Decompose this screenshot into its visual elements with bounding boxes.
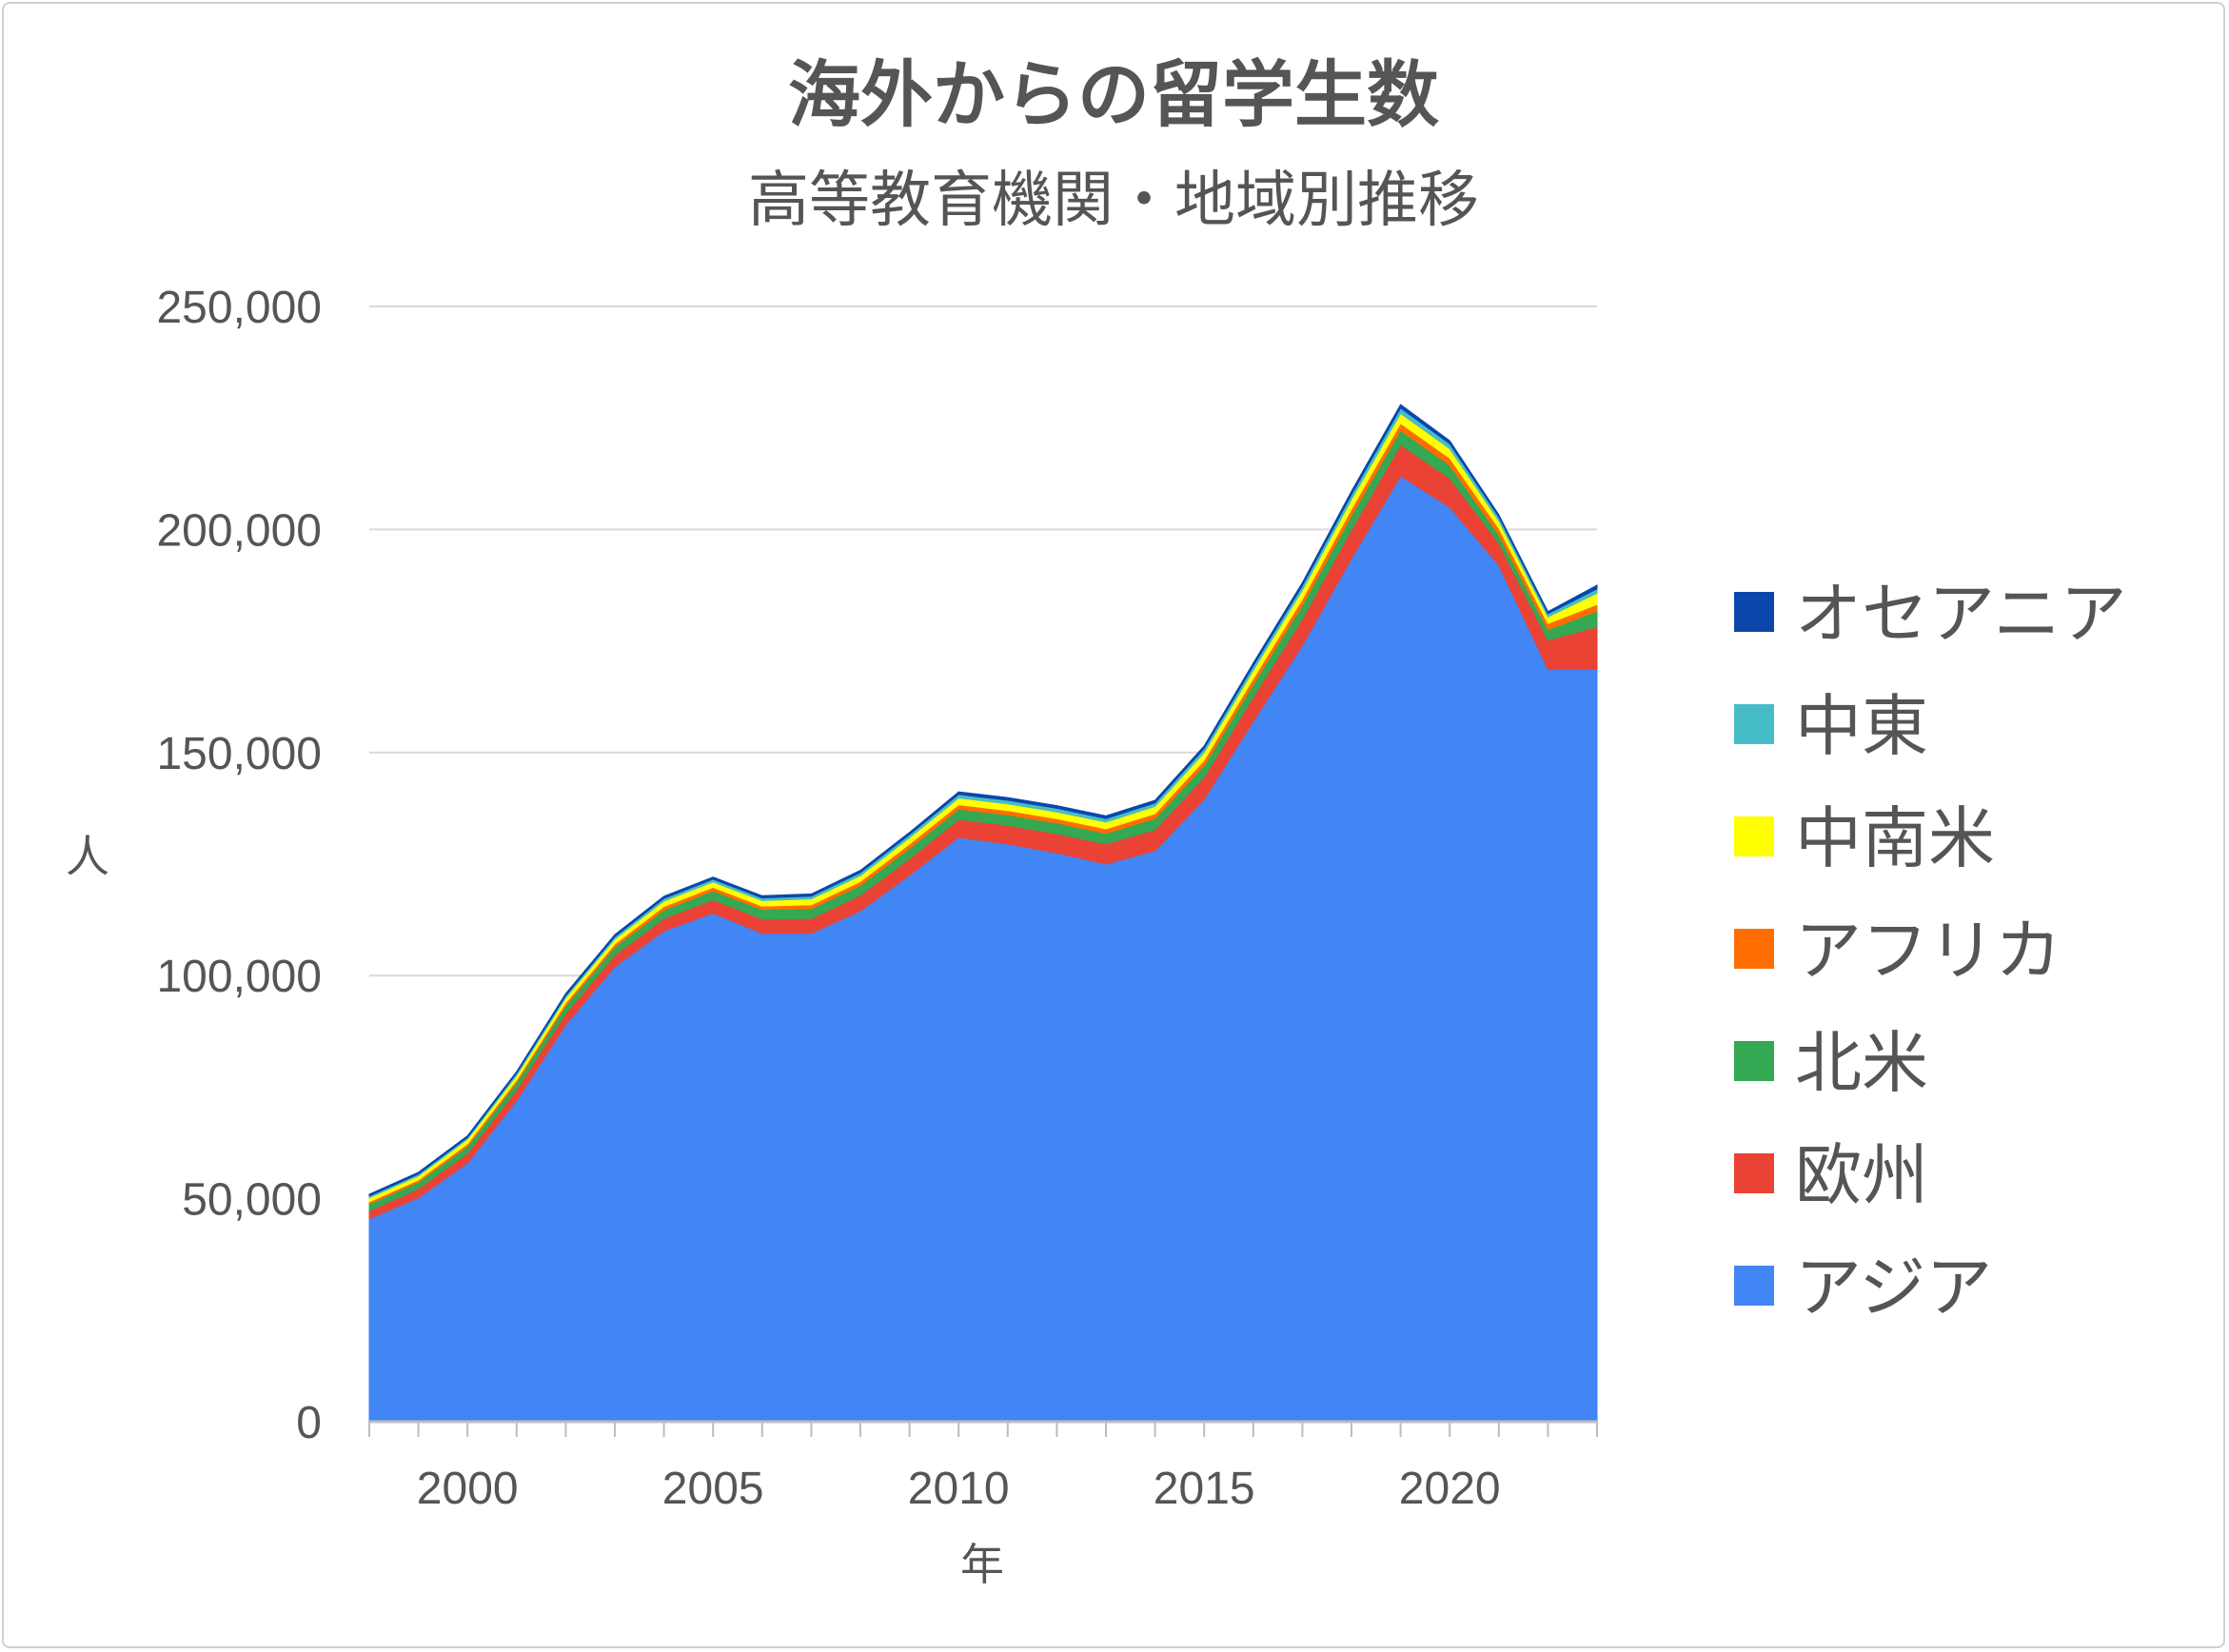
legend-swatch-1	[1734, 1153, 1774, 1193]
chart-title: 海外からの留学生数	[788, 52, 1439, 137]
legend-swatch-2	[1734, 1041, 1774, 1081]
y-tick-label: 100,000	[156, 952, 322, 1002]
legend-label-6: オセアニア	[1795, 575, 2127, 653]
y-tick-label: 50,000	[182, 1175, 322, 1226]
legend-swatch-0	[1734, 1266, 1774, 1306]
legend-swatch-4	[1734, 816, 1774, 856]
chart-subtitle: 高等教育機関・地域別推移	[748, 166, 1479, 236]
legend-swatch-3	[1734, 929, 1774, 969]
legend-label-0: アジア	[1795, 1249, 1992, 1327]
area-series-6	[368, 403, 1598, 1197]
legend-label-3: アフリカ	[1795, 912, 2061, 990]
y-axis-label: 人	[66, 831, 109, 882]
axes	[368, 1420, 1598, 1437]
area-series-0	[368, 475, 1598, 1423]
x-tick-label: 2010	[908, 1464, 1010, 1514]
y-tick-label: 200,000	[156, 505, 322, 556]
y-tick-label: 0	[296, 1398, 322, 1448]
x-tick-label: 2000	[417, 1464, 519, 1514]
y-tick-label: 250,000	[156, 283, 322, 333]
legend-label-4: 中南米	[1795, 799, 1995, 877]
y-tick-label: 150,000	[156, 729, 322, 779]
x-tick-labels: 2000 2005 2010 2015 2020	[417, 1464, 1501, 1514]
legend-swatch-6	[1734, 592, 1774, 632]
x-tick-label: 2005	[662, 1464, 764, 1514]
legend-label-1: 欧州	[1795, 1136, 1928, 1214]
legend-swatch-5	[1734, 704, 1774, 744]
y-tick-labels: 0 50,000 100,000 150,000 200,000 250,000	[156, 283, 322, 1448]
x-tick-label: 2015	[1154, 1464, 1255, 1514]
area-series-group	[368, 403, 1598, 1423]
legend-label-5: 中東	[1795, 687, 1928, 765]
x-tick-label: 2020	[1399, 1464, 1501, 1514]
legend-label-2: 北米	[1795, 1024, 1928, 1102]
x-axis-label: 年	[960, 1539, 1004, 1590]
